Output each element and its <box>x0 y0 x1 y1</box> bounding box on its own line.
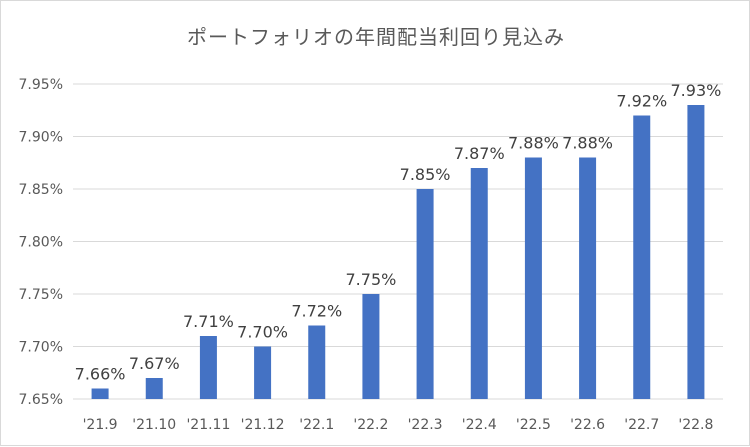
x-tick-label: '22.8 <box>678 417 713 433</box>
bar <box>524 157 542 399</box>
bar <box>470 168 488 399</box>
bar <box>308 325 326 399</box>
x-tick-label: '21.11 <box>186 417 230 433</box>
x-tick-label: '22.7 <box>624 417 659 433</box>
y-tick-label: 7.70% <box>19 340 63 356</box>
bar <box>199 336 217 399</box>
bars <box>91 105 705 399</box>
data-label: 7.66% <box>75 365 126 384</box>
data-label: 7.72% <box>291 302 342 321</box>
bar <box>633 115 651 399</box>
x-tick-label: '22.5 <box>516 417 551 433</box>
chart-title: ポートフォリオの年間配当利回り見込み <box>187 25 565 49</box>
data-label: 7.92% <box>616 92 667 111</box>
x-tick-label: '21.9 <box>83 417 118 433</box>
bar <box>579 157 597 399</box>
data-label: 7.70% <box>237 323 288 342</box>
bar <box>416 189 434 399</box>
data-label: 7.67% <box>129 354 180 373</box>
x-tick-label: '22.3 <box>408 417 443 433</box>
data-labels: 7.66%7.67% 7.71%7.70%7.72%7.75% 7.85%7.87%… <box>75 81 722 384</box>
gridlines <box>73 83 723 400</box>
y-tick-label: 7.75% <box>19 287 63 303</box>
data-label: 7.71% <box>183 312 234 331</box>
data-label: 7.93% <box>671 81 722 100</box>
data-label: 7.88% <box>562 134 613 153</box>
y-tick-label: 7.95% <box>19 77 63 93</box>
x-tick-label: '22.1 <box>299 417 334 433</box>
data-label: 7.85% <box>400 165 451 184</box>
bar <box>145 378 163 399</box>
y-tick-label: 7.65% <box>19 392 63 408</box>
bar <box>362 294 380 399</box>
x-tick-label: '22.4 <box>462 417 497 433</box>
x-tick-label: '22.6 <box>570 417 605 433</box>
data-label: 7.75% <box>346 270 397 289</box>
data-label: 7.87% <box>454 144 505 163</box>
x-tick-label: '21.10 <box>132 417 176 433</box>
y-tick-label: 7.90% <box>19 130 63 146</box>
x-axis-tick-labels: '21.9 '21.10 '21.11 '21.12 '22.1 '22.2 '22.3 '2… <box>83 417 714 433</box>
y-tick-label: 7.80% <box>19 235 63 251</box>
bar <box>254 346 272 399</box>
y-axis-tick-labels: 7.65% 7.70% 7.75% 7.80% 7.85% 7.90% 7.95% <box>19 77 63 408</box>
x-tick-label: '21.12 <box>241 417 285 433</box>
bar <box>91 388 109 399</box>
data-label: 7.88% <box>508 134 559 153</box>
y-tick-label: 7.85% <box>19 182 63 198</box>
bar <box>687 105 705 399</box>
x-tick-label: '22.2 <box>353 417 388 433</box>
